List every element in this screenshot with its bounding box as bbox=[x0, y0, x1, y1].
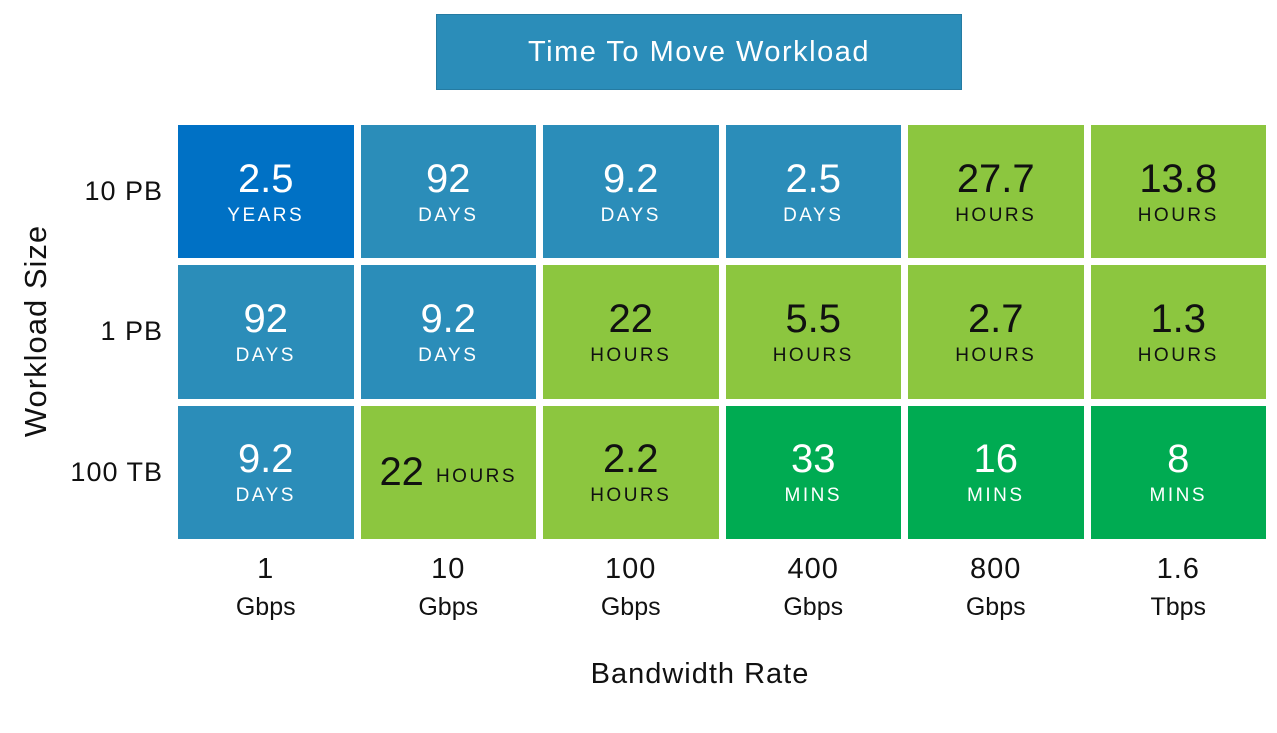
cell-unit: HOURS bbox=[590, 485, 672, 507]
x-tick-unit: Gbps bbox=[418, 593, 479, 622]
x-tick-value: 1.6 bbox=[1156, 553, 1200, 585]
x-tick-unit: Gbps bbox=[235, 593, 296, 622]
cell-value: 2.7 bbox=[967, 297, 1024, 342]
cell-value: 27.7 bbox=[956, 156, 1035, 201]
x-tick-labels: 1 Gbps 10 Gbps 100 Gbps 400 Gbps 800 Gbps 1.6 Tbps bbox=[178, 553, 1266, 622]
cell-value: 8 bbox=[1167, 437, 1190, 482]
cell-value: 13.8 bbox=[1139, 156, 1218, 201]
x-tick-1_6-tbps: 1.6 Tbps bbox=[1091, 553, 1267, 622]
x-tick-unit: Gbps bbox=[600, 593, 661, 622]
cell-value: 9.2 bbox=[237, 437, 294, 482]
heatmap-cell-10pb-1gbps: 2.5 YEARS bbox=[178, 125, 354, 259]
heatmap-cell-1pb-1_6tbps: 1.3 HOURS bbox=[1090, 265, 1266, 399]
x-tick-value: 10 bbox=[431, 553, 466, 585]
heatmap-cell-1pb-100gbps: 22 HOURS bbox=[543, 265, 719, 399]
cell-unit: HOURS bbox=[772, 345, 854, 367]
heatmap-cell-100tb-800gbps: 16 MINS bbox=[908, 405, 1084, 539]
chart-title-banner: Time To Move Workload bbox=[436, 14, 962, 90]
chart-title: Time To Move Workload bbox=[527, 35, 871, 68]
heatmap-cell-100tb-100gbps: 2.2 HOURS bbox=[543, 405, 719, 539]
cell-unit: MINS bbox=[967, 485, 1025, 507]
cell-value: 92 bbox=[426, 156, 471, 201]
y-tick-100-tb: 100 TB bbox=[70, 456, 163, 487]
x-axis-title: Bandwidth Rate bbox=[590, 658, 810, 690]
cell-unit: HOURS bbox=[955, 204, 1037, 226]
cell-unit: DAYS bbox=[235, 345, 296, 367]
heatmap-cell-10pb-10gbps: 92 DAYS bbox=[360, 125, 536, 259]
cell-value: 1.3 bbox=[1150, 297, 1207, 342]
cell-unit: DAYS bbox=[418, 204, 479, 226]
cell-unit: DAYS bbox=[418, 345, 479, 367]
cell-value: 92 bbox=[243, 297, 289, 342]
heatmap-cell-1pb-10gbps: 9.2 DAYS bbox=[360, 265, 536, 399]
cell-unit: DAYS bbox=[783, 204, 844, 226]
x-tick-800-gbps: 800 Gbps bbox=[908, 553, 1084, 622]
cell-value: 22 bbox=[608, 297, 654, 342]
cell-unit: HOURS bbox=[1137, 204, 1219, 226]
heatmap-grid: 2.5 YEARS 92 DAYS 9.2 DAYS 2.5 DAYS 27.7 HOURS 13.… bbox=[178, 125, 1266, 539]
x-tick-value: 800 bbox=[970, 553, 1022, 585]
x-tick-400-gbps: 400 Gbps bbox=[726, 553, 902, 622]
cell-value: 33 bbox=[791, 437, 836, 482]
x-tick-unit: Gbps bbox=[965, 593, 1026, 622]
cell-value: 9.2 bbox=[420, 297, 477, 342]
cell-unit: YEARS bbox=[227, 204, 305, 226]
y-tick-10-pb: 10 PB bbox=[84, 176, 163, 207]
cell-unit: MINS bbox=[784, 485, 842, 507]
cell-unit: HOURS bbox=[1137, 345, 1219, 367]
cell-value: 2.5 bbox=[785, 156, 842, 201]
x-tick-1-gbps: 1 Gbps bbox=[178, 553, 354, 622]
x-tick-unit: Tbps bbox=[1150, 593, 1207, 622]
heatmap-cell-10pb-1_6tbps: 13.8 HOURS bbox=[1090, 125, 1266, 259]
cell-unit: HOURS bbox=[955, 345, 1037, 367]
cell-value: 2.2 bbox=[602, 437, 659, 482]
cell-unit: HOURS bbox=[590, 345, 672, 367]
cell-value: 2.5 bbox=[237, 156, 294, 201]
x-tick-100-gbps: 100 Gbps bbox=[543, 553, 719, 622]
heatmap-cell-100tb-10gbps: 22 HOURS bbox=[360, 405, 536, 539]
cell-value: 5.5 bbox=[785, 297, 842, 342]
heatmap-cell-100tb-400gbps: 33 MINS bbox=[725, 405, 901, 539]
x-tick-value: 400 bbox=[787, 553, 839, 585]
cell-unit: DAYS bbox=[235, 485, 296, 507]
cell-unit: MINS bbox=[1149, 485, 1207, 507]
heatmap-cell-100tb-1_6tbps: 8 MINS bbox=[1090, 405, 1266, 539]
heatmap-cell-1pb-1gbps: 92 DAYS bbox=[178, 265, 354, 399]
cell-unit: DAYS bbox=[600, 204, 661, 226]
heatmap-cell-1pb-800gbps: 2.7 HOURS bbox=[908, 265, 1084, 399]
y-tick-labels: 10 PB 1 PB 100 TB bbox=[0, 125, 163, 539]
heatmap-cell-1pb-400gbps: 5.5 HOURS bbox=[725, 265, 901, 399]
heatmap-cell-10pb-800gbps: 27.7 HOURS bbox=[908, 125, 1084, 259]
heatmap-cell-10pb-400gbps: 2.5 DAYS bbox=[725, 125, 901, 259]
cell-value: 22 bbox=[379, 450, 424, 495]
heatmap-cell-10pb-100gbps: 9.2 DAYS bbox=[543, 125, 719, 259]
x-tick-unit: Gbps bbox=[783, 593, 844, 622]
cell-value: 16 bbox=[973, 437, 1019, 482]
x-tick-value: 1 bbox=[257, 553, 275, 585]
cell-value: 9.2 bbox=[602, 156, 659, 201]
cell-unit: HOURS bbox=[435, 465, 518, 487]
x-tick-value: 100 bbox=[605, 553, 657, 585]
y-tick-1-pb: 1 PB bbox=[100, 316, 163, 347]
x-tick-10-gbps: 10 Gbps bbox=[361, 553, 537, 622]
heatmap-cell-100tb-1gbps: 9.2 DAYS bbox=[178, 405, 354, 539]
